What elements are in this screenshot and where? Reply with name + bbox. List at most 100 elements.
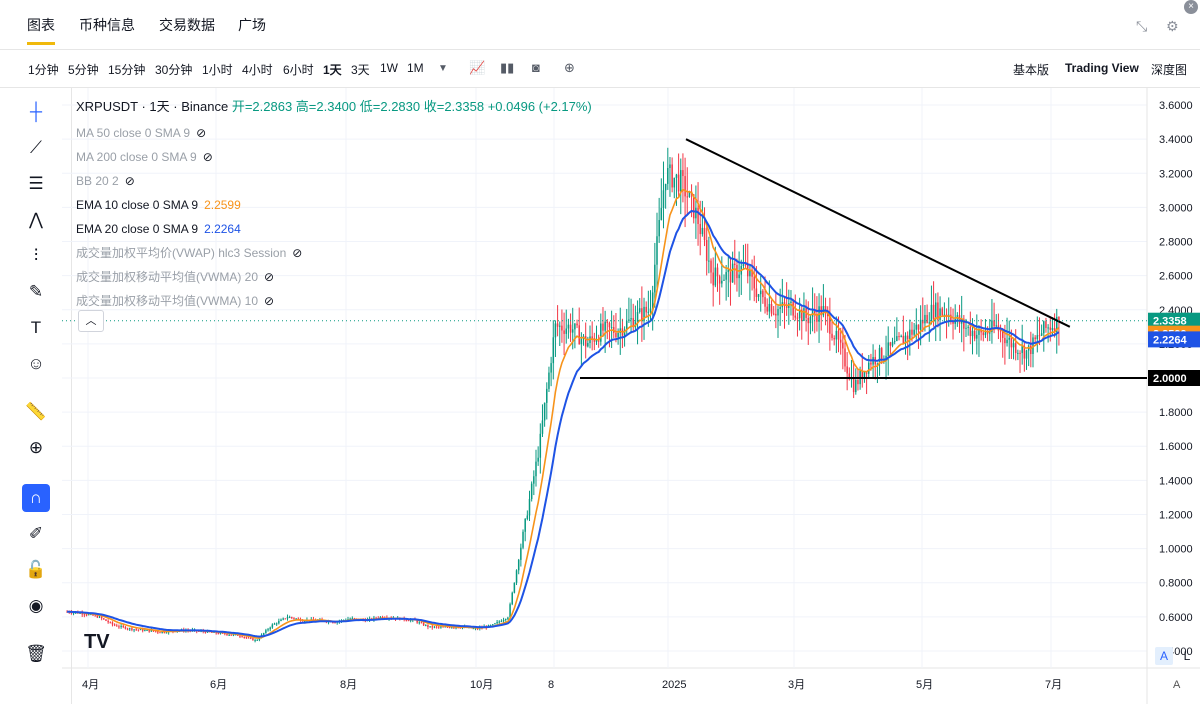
indicator-row[interactable]: EMA 10 close 0 SMA 9 2.2599 [76,193,592,217]
mode-depth[interactable]: 深度图 [1151,63,1188,77]
eye-icon[interactable]: ◉ [28,596,44,615]
candle-body [511,592,513,605]
candle-body [543,402,546,421]
indicators-icon[interactable]: 📈 [469,60,486,75]
candle-body [801,309,803,322]
trash-icon[interactable]: 🗑 [25,644,47,663]
timeframe-3d[interactable]: 3天 [351,63,370,77]
tab-square[interactable]: 广场 [238,17,266,33]
tab-coin-info[interactable]: 币种信息 [79,17,135,33]
candle-body [991,320,993,333]
price-chart[interactable]: 3.60003.40003.20003.00002.80002.60002.40… [62,88,1200,704]
candle-body [425,625,427,627]
candle-body [245,637,248,639]
magnet-icon[interactable]: ∩ [22,484,50,512]
candle-body [803,308,805,322]
timeframe-1w[interactable]: 1W [380,61,398,75]
candle-body [159,632,161,634]
indicator-row[interactable]: 成交量加权移动平均值(VWMA) 20 ⊘ [76,265,592,289]
candle-body [995,325,998,327]
indicator-row[interactable]: 成交量加权移动平均值(VWMA) 10 ⊘ [76,289,592,313]
measure-icon[interactable]: ⫶ [33,246,39,265]
candle-body [630,318,632,320]
hidden-eye-icon[interactable]: ⊘ [202,150,213,164]
candle-body [751,269,753,277]
tab-chart[interactable]: 图表 [27,17,55,45]
timeframe-1h[interactable]: 1小时 [202,63,233,77]
text-icon[interactable]: T [30,318,42,337]
candle-body [282,618,284,620]
indicator-row[interactable]: BB 20 2 ⊘ [76,169,592,193]
ruler-icon[interactable]: 📏 [25,402,47,421]
pattern-icon[interactable]: ⋀ [29,210,43,229]
timeframe-1d[interactable]: 1天 [323,63,342,77]
lock-icon[interactable]: 🔓 [25,560,47,579]
add-icon[interactable]: ⊕ [564,60,575,75]
candle-body [533,476,535,484]
candle-body [731,263,734,283]
x-tick-label: 8 [548,679,554,691]
indicator-row[interactable]: EMA 20 close 0 SMA 9 2.2264 [76,217,592,241]
crosshair-icon[interactable]: ┼ [29,102,43,121]
indicator-row[interactable]: 成交量加权平均价(VWAP) hlc3 Session ⊘ [76,241,592,265]
settings-icon[interactable]: ⚙ [1166,18,1179,34]
zoom-icon[interactable]: ⊕ [28,438,44,457]
candle-body [904,335,907,344]
hidden-eye-icon[interactable]: ⊘ [292,246,303,260]
line-tool-icon[interactable]: ⟋ [30,138,42,157]
candle-body [878,348,881,364]
timeframe-5m[interactable]: 5分钟 [68,63,99,77]
candle-body [83,614,86,616]
hidden-eye-icon[interactable]: ⊘ [264,270,275,284]
timeframe-30m[interactable]: 30分钟 [155,63,193,77]
timeframe-4h[interactable]: 4小时 [242,63,273,77]
auto-scale-button[interactable]: A [1155,647,1173,665]
candle-body [429,626,431,628]
candle-body [515,570,518,583]
candle-body [107,620,109,623]
candle-body [939,308,941,320]
camera-icon[interactable]: ◙ [532,60,540,75]
emoji-icon[interactable]: ☺ [27,354,45,373]
mode-basic[interactable]: 基本版 [1013,63,1050,77]
hidden-eye-icon[interactable]: ⊘ [124,174,135,188]
timeframe-1M[interactable]: 1M [407,61,424,75]
hidden-eye-icon[interactable]: ⊘ [264,294,275,308]
chevron-down-icon[interactable]: ▼ [438,63,448,74]
candle-body [234,634,237,636]
log-scale-button[interactable]: L [1183,649,1191,663]
indicator-row[interactable]: MA 50 close 0 SMA 9 ⊘ [76,121,592,145]
candle-type-icon[interactable]: ▮▮ [500,60,515,75]
fib-icon[interactable]: ☰ [28,174,44,193]
tab-trading-data[interactable]: 交易数据 [159,17,215,33]
candle-body [796,317,799,319]
candle-body [420,622,423,624]
timeframe-6h[interactable]: 6小时 [283,63,314,77]
close-icon[interactable]: × [1184,0,1198,14]
candle-body [133,629,135,631]
chart-toolbar: 1分钟 5分钟 15分钟 30分钟 1小时 4小时 6小时 1天 3天 1W 1… [0,50,1200,88]
candle-body [984,332,987,336]
candle-body [783,302,786,306]
candle-body [565,328,567,334]
candle-body [111,622,114,625]
candle-body [898,336,900,338]
hidden-eye-icon[interactable]: ⊘ [196,126,207,140]
indicator-row[interactable]: MA 200 close 0 SMA 9 ⊘ [76,145,592,169]
timeframe-15m[interactable]: 15分钟 [108,63,146,77]
candle-body [600,323,602,342]
chart-canvas[interactable]: 3.6000 3.4000 3.2000 3.0000 2.8000 2.6000 2.40… [62,88,1200,704]
candle-body [98,616,101,618]
collapse-legend-button[interactable]: ︿ [78,310,104,332]
brush-icon[interactable]: ✎ [28,282,44,301]
price-label-bg [1148,331,1200,348]
mode-tradingview[interactable]: Trading View [1065,61,1139,75]
candle-body [1045,321,1047,328]
timeframe-1m[interactable]: 1分钟 [28,63,59,77]
collapse-icon[interactable]: ⤡ [1136,18,1148,34]
candle-body [969,326,972,337]
candle-body [705,240,708,261]
pencil-lock-icon[interactable]: ✐ [28,524,44,543]
candle-body [126,628,129,630]
candle-body [472,628,475,630]
